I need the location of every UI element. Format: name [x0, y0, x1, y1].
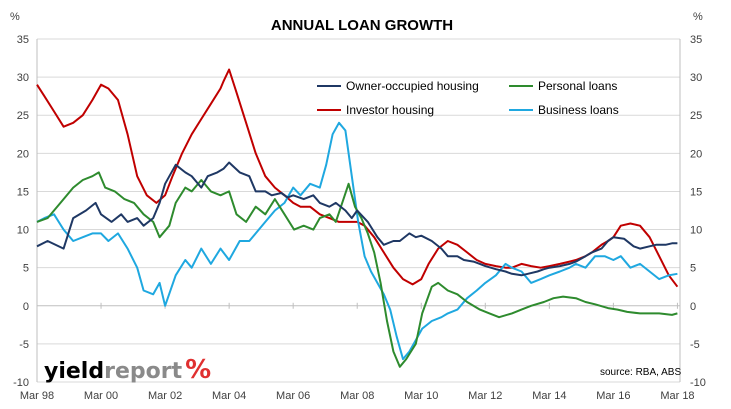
y-tick-label-left: 35	[17, 34, 29, 46]
series-lines	[36, 68, 679, 368]
y-tick-label-left: -10	[13, 377, 29, 389]
y-tick-label-left: 25	[17, 110, 29, 122]
series-line	[36, 171, 678, 368]
legend-label: Personal loans	[538, 79, 617, 93]
y-tick-label-right: 15	[690, 186, 702, 198]
x-tick-label: Mar 12	[468, 390, 502, 402]
legend-label: Owner-occupied housing	[346, 79, 479, 93]
y-tick-label-left: 20	[17, 148, 29, 160]
y-tick-label-left: -5	[19, 339, 29, 351]
y-tick-label-right: 20	[690, 148, 702, 160]
y-tick-label-right: 10	[690, 225, 702, 237]
y-axis-right: -10 -5 0 5 10 15 20 25 30 35	[690, 34, 706, 389]
y-tick-label-left: 30	[17, 72, 29, 84]
x-tick-label: Mar 02	[148, 390, 182, 402]
y-tick-label-right: -5	[690, 339, 700, 351]
series-line	[36, 121, 678, 361]
y-tick-label-left: 10	[17, 225, 29, 237]
gridlines	[36, 38, 681, 383]
series-line	[36, 161, 678, 277]
x-tick-label: Mar 18	[660, 390, 694, 402]
legend-label: Business loans	[538, 103, 619, 117]
yieldreport-logo: yieldreport%	[44, 355, 211, 385]
y-tick-label-right: 0	[690, 301, 696, 313]
x-tick-label: Mar 14	[532, 390, 566, 402]
x-tick-label: Mar 04	[212, 390, 246, 402]
legend-label: Investor housing	[346, 103, 434, 117]
x-tick-label: Mar 16	[596, 390, 630, 402]
source-note: source: RBA, ABS	[600, 367, 681, 378]
logo-yield-text: yield	[44, 359, 104, 384]
x-tick-label: Mar 10	[404, 390, 438, 402]
x-tick-label: Mar 98	[20, 390, 54, 402]
logo-percent-icon: %	[185, 355, 211, 385]
y-tick-label-left: 5	[23, 263, 29, 275]
logo-report-text: report	[104, 359, 182, 384]
y-axis-left: -10 -5 0 5 10 15 20 25 30 35	[13, 34, 29, 389]
x-tick-label: Mar 08	[340, 390, 374, 402]
y-tick-label-right: 25	[690, 110, 702, 122]
y-tick-label-right: -10	[690, 377, 706, 389]
y-tick-label-right: 5	[690, 263, 696, 275]
y-tick-label-left: 0	[23, 301, 29, 313]
y-axis-left-unit: %	[10, 11, 20, 23]
legend: Owner-occupied housing Personal loans Inve…	[317, 79, 619, 117]
y-tick-label-right: 30	[690, 72, 702, 84]
y-axis-right-unit: %	[693, 11, 703, 23]
x-axis: Mar 98 Mar 00 Mar 02 Mar 04 Mar 06 Mar 08 Mar …	[20, 302, 695, 402]
y-tick-label-right: 35	[690, 34, 702, 46]
svg-text:yieldreport%: yieldreport%	[44, 355, 211, 385]
chart-title: ANNUAL LOAN GROWTH	[271, 17, 453, 34]
y-tick-label-left: 15	[17, 186, 29, 198]
x-tick-label: Mar 00	[84, 390, 118, 402]
x-tick-label: Mar 06	[276, 390, 310, 402]
